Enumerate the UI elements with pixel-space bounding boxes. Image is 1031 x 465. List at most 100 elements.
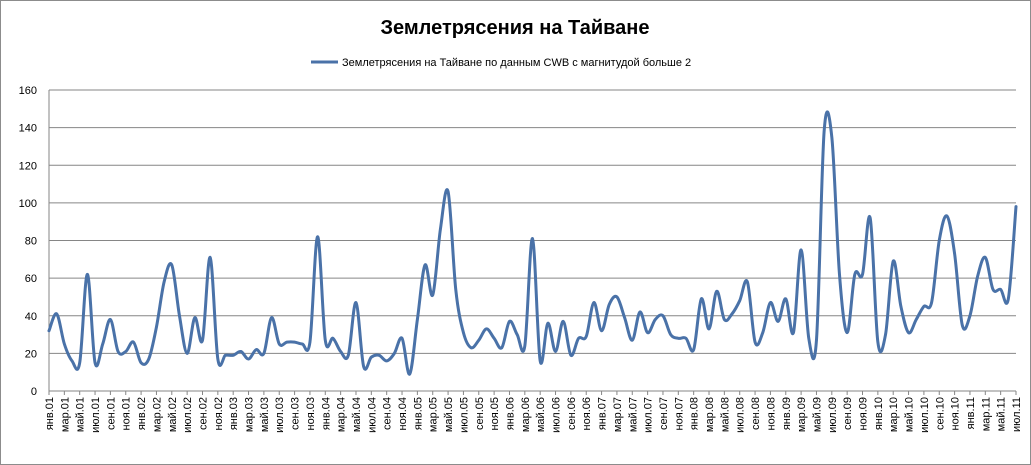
series-line xyxy=(47,110,1018,376)
data-point xyxy=(600,329,603,332)
data-point xyxy=(485,327,488,331)
x-tick-label: мар.01 xyxy=(59,397,71,432)
y-tick-label: 140 xyxy=(19,123,37,135)
x-tick-label: июл.08 xyxy=(735,397,747,433)
data-point xyxy=(454,288,457,291)
x-tick-label: ноя.07 xyxy=(673,397,685,430)
x-tick-label: май.03 xyxy=(259,397,271,432)
data-point xyxy=(815,339,818,342)
x-tick-label: ноя.05 xyxy=(489,397,501,430)
data-point xyxy=(293,340,296,344)
data-point xyxy=(538,359,542,363)
data-point xyxy=(930,301,933,304)
data-point xyxy=(101,342,104,346)
data-point xyxy=(784,297,787,301)
data-point xyxy=(638,310,642,314)
data-point xyxy=(285,340,289,344)
x-tick-label: июл.05 xyxy=(458,397,470,433)
x-tick-label: янв.01 xyxy=(44,397,56,430)
x-tick-label: ноя.08 xyxy=(765,397,777,430)
data-point xyxy=(216,357,220,361)
data-point xyxy=(78,361,81,364)
data-point xyxy=(55,312,58,316)
x-tick-label: ноя.02 xyxy=(213,397,225,430)
data-point xyxy=(431,293,434,297)
y-tick-label: 100 xyxy=(19,198,37,210)
data-point xyxy=(546,322,550,325)
data-point xyxy=(677,337,680,340)
legend-series-label: Землетрясения на Тайване по данным CWB с… xyxy=(342,57,691,69)
x-tick-label: май.06 xyxy=(535,397,547,432)
data-point xyxy=(608,303,611,306)
data-point xyxy=(554,350,557,353)
data-point xyxy=(876,340,880,344)
x-tick-label: май.01 xyxy=(75,397,87,432)
data-point xyxy=(822,130,826,133)
y-tick-label: 80 xyxy=(25,236,37,248)
data-point xyxy=(922,305,926,308)
data-point xyxy=(208,256,212,259)
data-point xyxy=(661,314,665,317)
data-point xyxy=(508,320,511,323)
x-tick-label: июл.11 xyxy=(1011,397,1023,432)
data-point xyxy=(776,320,780,323)
data-point xyxy=(892,259,895,263)
x-tick-label: май.04 xyxy=(351,397,363,432)
x-tick-label: сен.10 xyxy=(934,397,946,430)
data-point xyxy=(155,325,158,329)
chart-title: Землетрясения на Тайване xyxy=(380,17,649,39)
data-point xyxy=(439,228,442,231)
data-point xyxy=(446,190,450,193)
x-tick-label: сен.03 xyxy=(290,397,302,430)
x-tick-label: мар.07 xyxy=(612,397,624,432)
data-point xyxy=(884,333,887,336)
data-point xyxy=(255,348,258,351)
data-point xyxy=(170,263,173,267)
data-point xyxy=(193,316,197,319)
data-point xyxy=(631,339,634,342)
data-point xyxy=(845,331,849,334)
data-point xyxy=(861,273,864,276)
data-point xyxy=(239,350,243,353)
data-point xyxy=(393,352,396,355)
data-point xyxy=(324,339,327,342)
x-tick-label: мар.05 xyxy=(428,397,440,432)
x-tick-label: янв.03 xyxy=(228,397,240,430)
x-tick-label: май.09 xyxy=(811,397,823,432)
data-point xyxy=(278,342,281,346)
data-point xyxy=(124,350,127,353)
x-tick-label: июл.01 xyxy=(90,397,102,433)
data-point xyxy=(1014,205,1018,208)
data-point xyxy=(999,288,1002,291)
data-point xyxy=(792,331,795,334)
data-point xyxy=(70,359,74,363)
data-point xyxy=(692,348,695,351)
data-point xyxy=(370,355,373,359)
data-point xyxy=(423,263,427,267)
x-tick-label: сен.09 xyxy=(842,397,854,430)
data-point xyxy=(247,357,250,361)
data-point xyxy=(201,339,204,342)
data-point xyxy=(316,235,319,238)
data-point xyxy=(523,344,527,348)
data-point xyxy=(915,318,918,321)
x-tick-label: янв.07 xyxy=(597,397,609,430)
x-axis-tick-labels: янв.01 мар.01 май.01 июл.01 сен.01 ноя.01 янв.… xyxy=(44,391,1023,433)
x-tick-label: май.02 xyxy=(167,397,179,432)
data-point xyxy=(86,273,89,276)
x-tick-label: ноя.01 xyxy=(121,397,133,430)
data-point xyxy=(116,350,120,353)
data-point xyxy=(400,337,404,340)
data-point xyxy=(715,290,718,293)
data-point xyxy=(47,329,51,332)
x-tick-label: сен.08 xyxy=(750,397,762,430)
data-point xyxy=(231,354,235,357)
series-group xyxy=(47,110,1018,376)
y-tick-label: 160 xyxy=(19,85,37,97)
x-tick-label: янв.10 xyxy=(873,397,885,430)
x-tick-label: ноя.04 xyxy=(397,397,409,430)
data-point xyxy=(147,357,150,361)
gridlines xyxy=(49,89,1016,354)
data-point xyxy=(623,316,626,319)
